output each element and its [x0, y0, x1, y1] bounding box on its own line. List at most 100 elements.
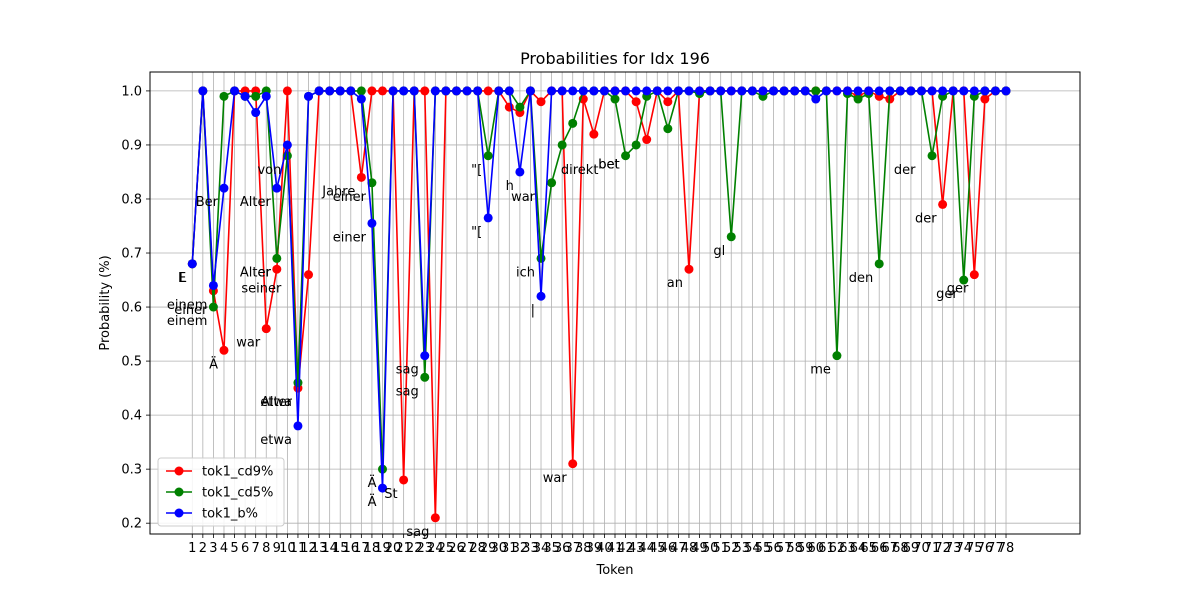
data-point: [568, 459, 578, 469]
data-point: [346, 86, 356, 96]
data-point: [240, 91, 250, 101]
x-tick-label: 57: [776, 541, 793, 556]
data-point: [631, 97, 641, 107]
x-tick-label: 38: [575, 541, 592, 556]
data-point: [832, 86, 842, 96]
x-tick-label: 33: [522, 541, 539, 556]
x-tick-label: 40: [596, 541, 613, 556]
annotation-label: sag: [406, 525, 429, 540]
x-tick-label: 59: [797, 541, 814, 556]
annotation-label: bet: [598, 157, 619, 172]
data-point: [272, 183, 282, 193]
x-tick-label: 8: [262, 541, 270, 556]
x-tick-label: 67: [881, 541, 898, 556]
y-tick-label: 0.7: [121, 247, 142, 262]
data-point: [483, 213, 493, 223]
data-point: [726, 86, 736, 96]
data-point: [536, 253, 546, 263]
x-tick-label: 61: [818, 541, 835, 556]
annotation-label: Alter: [240, 265, 272, 280]
data-point: [948, 86, 958, 96]
data-point: [864, 86, 874, 96]
data-point: [790, 86, 800, 96]
legend-marker: [174, 508, 184, 518]
data-point: [430, 513, 440, 523]
data-point: [642, 86, 652, 96]
data-point: [568, 86, 578, 96]
data-point: [673, 86, 683, 96]
x-tick-label: 30: [490, 541, 507, 556]
annotation-label: sag: [396, 363, 419, 378]
annotation-label: der: [915, 211, 937, 226]
legend-marker: [174, 487, 184, 497]
data-point: [272, 253, 282, 263]
data-point: [969, 86, 979, 96]
data-point: [494, 86, 504, 96]
x-tick-label: 32: [512, 541, 529, 556]
x-tick-label: 31: [501, 541, 518, 556]
data-point: [705, 86, 715, 96]
data-point: [726, 232, 736, 242]
x-tick-label: 45: [649, 541, 666, 556]
data-point: [568, 118, 578, 128]
x-tick-label: 27: [459, 541, 476, 556]
y-tick-label: 0.6: [121, 301, 142, 316]
data-point: [916, 86, 926, 96]
legend-entry: tok1_cd5%: [202, 486, 273, 501]
data-point: [663, 97, 673, 107]
annotation-label: Ä: [368, 475, 377, 491]
annotation-label: direkt: [561, 163, 599, 178]
data-point: [663, 86, 673, 96]
annotation-label: einer: [333, 190, 367, 205]
data-point: [515, 167, 525, 177]
annotation-label: war: [543, 471, 568, 486]
annotation-label: |: [531, 303, 535, 318]
x-tick-label: 71: [924, 541, 941, 556]
data-point: [335, 86, 345, 96]
data-point: [261, 324, 271, 334]
annotation-label: me: [810, 363, 831, 378]
data-point: [547, 178, 557, 188]
annotation-label: einer: [333, 230, 367, 245]
data-point: [282, 86, 292, 96]
data-point: [599, 86, 609, 96]
x-tick-label: 7: [252, 541, 260, 556]
y-tick-label: 0.8: [121, 192, 142, 207]
x-tick-label: 15: [332, 541, 349, 556]
annotations: ELeinemeinereinemÄBerwarAlterAlterersein…: [167, 157, 969, 539]
data-point: [737, 86, 747, 96]
data-point: [800, 86, 810, 96]
x-tick-label: 47: [670, 541, 687, 556]
annotation-label: gl: [713, 244, 725, 259]
data-point: [282, 140, 292, 150]
x-tick-label: 23: [416, 541, 433, 556]
annotation-label: der: [894, 163, 916, 178]
data-point: [758, 86, 768, 96]
y-tick-label: 0.3: [121, 463, 142, 478]
data-point: [272, 264, 282, 274]
data-point: [716, 86, 726, 96]
data-point: [652, 86, 662, 96]
data-point: [684, 86, 694, 96]
data-point: [293, 378, 303, 388]
chart-title: Probabilities for Idx 196: [520, 49, 710, 68]
annotation-label: Alter: [261, 395, 293, 410]
annotation-label: seiner: [241, 282, 282, 297]
x-tick-label: 19: [374, 541, 391, 556]
annotation-label: bet: [598, 157, 619, 172]
data-point: [399, 475, 409, 485]
x-tick-label: 68: [892, 541, 909, 556]
data-point: [642, 135, 652, 145]
x-tick-label: 17: [353, 541, 370, 556]
x-tick-label: 36: [554, 541, 571, 556]
data-point: [441, 86, 451, 96]
x-tick-label: 50: [702, 541, 719, 556]
data-point: [399, 86, 409, 96]
x-tick-label: 11: [290, 541, 307, 556]
x-tick-label: 20: [385, 541, 402, 556]
annotation-label: St: [384, 487, 397, 502]
x-tick-label: 43: [628, 541, 645, 556]
annotation-label: Alter: [240, 195, 272, 210]
x-tick-label: 25: [438, 541, 455, 556]
